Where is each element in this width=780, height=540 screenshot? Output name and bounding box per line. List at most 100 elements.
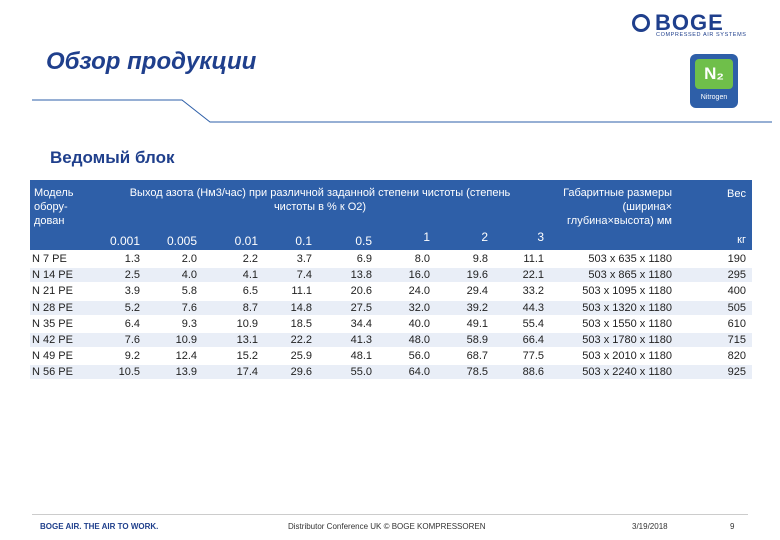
model-cell: N 56 PE [32, 366, 73, 379]
flow-cell: 68.7 [466, 350, 488, 363]
weight-cell: 295 [727, 269, 746, 282]
flow-cell: 7.6 [181, 301, 197, 314]
flow-cell: 10.5 [118, 366, 140, 379]
flow-cell: 32.0 [408, 301, 430, 314]
flow-cell: 41.3 [350, 334, 372, 346]
purity-level-header: 0.5 [355, 234, 372, 248]
purity-level-header: 0.01 [234, 234, 258, 248]
footer-divider [32, 514, 748, 515]
flow-cell: 7.4 [296, 269, 312, 282]
purity-level-header: 1 [423, 230, 430, 244]
table-row: N 7 PE 1.3 2.0 2.2 3.7 6.9 8.0 9.8 11.1 503 x 635… [30, 252, 752, 266]
dims-cell: 503 x 865 x 1180 [588, 269, 672, 282]
flow-cell: 17.4 [236, 366, 258, 379]
flow-cell: 2.2 [242, 253, 258, 265]
weight-header: Вес [727, 188, 746, 200]
flow-cell: 20.6 [350, 285, 372, 298]
purity-level-header: 3 [537, 230, 544, 244]
flow-cell: 8.0 [414, 253, 430, 265]
flow-cell: 13.9 [175, 366, 197, 379]
weight-cell: 505 [727, 301, 746, 314]
flow-cell: 8.7 [242, 301, 258, 314]
flow-cell: 9.2 [124, 350, 140, 363]
boge-logo: BOGE [655, 10, 724, 35]
table-row: N 42 PE 7.6 10.9 13.1 22.2 41.3 48.0 58.9 66.4 50… [30, 333, 752, 347]
flow-cell: 7.6 [124, 334, 140, 346]
flow-cell: 5.2 [124, 301, 140, 314]
flow-cell: 25.9 [290, 350, 312, 363]
dims-cell: 503 x 635 x 1180 [588, 253, 672, 265]
flow-cell: 88.6 [522, 366, 544, 379]
weight-cell: 190 [727, 253, 746, 265]
flow-cell: 14.8 [290, 301, 312, 314]
nitrogen-badge: N₂ Nitrogen [690, 54, 738, 108]
flow-cell: 55.4 [522, 317, 544, 330]
flow-cell: 10.9 [175, 334, 197, 346]
dims-header: Габаритные размеры (ширина× глубина×высо… [563, 187, 672, 227]
flow-cell: 13.8 [350, 269, 372, 282]
model-cell: N 49 PE [32, 350, 73, 363]
flow-cell: 34.4 [350, 317, 372, 330]
n2-icon: N₂ [695, 59, 733, 89]
flow-cell: 13.1 [236, 334, 258, 346]
table-row: N 21 PE 3.9 5.8 6.5 11.1 20.6 24.0 29.4 33.2 503 … [30, 284, 752, 299]
model-header: Модель обору-дован [34, 187, 74, 227]
flow-cell: 1.3 [124, 253, 140, 265]
flow-cell: 56.0 [408, 350, 430, 363]
flow-cell: 24.0 [408, 285, 430, 298]
dims-cell: 503 x 2240 x 1180 [582, 366, 672, 379]
flow-cell: 18.5 [290, 317, 312, 330]
flow-cell: 29.4 [466, 285, 488, 298]
flow-cell: 9.3 [181, 317, 197, 330]
flow-cell: 4.1 [242, 269, 258, 282]
table-row: N 28 PE 5.2 7.6 8.7 14.8 27.5 32.0 39.2 44.3 503 … [30, 300, 752, 315]
flow-cell: 12.4 [175, 350, 197, 363]
flow-cell: 10.9 [236, 317, 258, 330]
table-row: N 56 PE 10.5 13.9 17.4 29.6 55.0 64.0 78.5 88.6 5… [30, 365, 752, 380]
footer-event: Distributor Conference UK © BOGE KOMPRES… [288, 522, 486, 531]
flow-cell: 16.0 [408, 269, 430, 282]
purity-level-header: 2 [481, 230, 488, 244]
flow-header: Выход азота (Нм3/час) при различной зада… [129, 187, 511, 213]
model-cell: N 28 PE [32, 301, 73, 314]
title-underline [32, 99, 772, 123]
table-row: N 35 PE 6.4 9.3 10.9 18.5 34.4 40.0 49.1 55.4 503… [30, 316, 752, 331]
flow-cell: 27.5 [350, 301, 372, 314]
weight-cell: 400 [727, 285, 746, 298]
footer-slogan: BOGE AIR. THE AIR TO WORK. [40, 522, 159, 531]
dims-cell: 503 x 1780 x 1180 [582, 334, 672, 346]
boge-logo-icon [632, 14, 650, 32]
flow-cell: 64.0 [408, 366, 430, 379]
flow-cell: 77.5 [522, 350, 544, 363]
flow-cell: 6.9 [356, 253, 372, 265]
weight-cell: 610 [727, 317, 746, 330]
dims-cell: 503 x 1320 x 1180 [582, 301, 672, 314]
model-cell: N 35 PE [32, 317, 73, 330]
flow-cell: 58.9 [466, 334, 488, 346]
flow-cell: 6.5 [242, 285, 258, 298]
footer-date: 3/19/2018 [632, 522, 668, 531]
section-subtitle: Ведомый блок [50, 148, 175, 167]
flow-cell: 11.1 [291, 285, 312, 298]
flow-cell: 2.0 [181, 253, 197, 265]
purity-level-header: 0.005 [166, 234, 197, 248]
flow-cell: 55.0 [350, 366, 372, 379]
flow-cell: 33.2 [522, 285, 544, 298]
flow-cell: 78.5 [466, 366, 488, 379]
model-cell: N 14 PE [32, 269, 73, 282]
purity-level-header: 0.1 [295, 234, 312, 248]
flow-cell: 39.2 [466, 301, 488, 314]
boge-tagline: COMPRESSED AIR SYSTEMS [656, 32, 747, 38]
model-cell: N 21 PE [32, 285, 73, 298]
flow-cell: 22.1 [522, 269, 544, 282]
dims-cell: 503 x 1550 x 1180 [582, 317, 672, 330]
model-cell: N 7 PE [32, 253, 67, 265]
flow-cell: 4.0 [181, 269, 197, 282]
table-row: N 14 PE 2.5 4.0 4.1 7.4 13.8 16.0 19.6 22.1 503 x… [30, 268, 752, 283]
weight-unit: кг [737, 234, 746, 246]
page-title: Обзор продукции [46, 48, 257, 75]
flow-cell: 48.0 [408, 334, 430, 346]
weight-cell: 820 [727, 350, 746, 363]
flow-cell: 3.7 [296, 253, 312, 265]
flow-cell: 9.8 [472, 253, 488, 265]
